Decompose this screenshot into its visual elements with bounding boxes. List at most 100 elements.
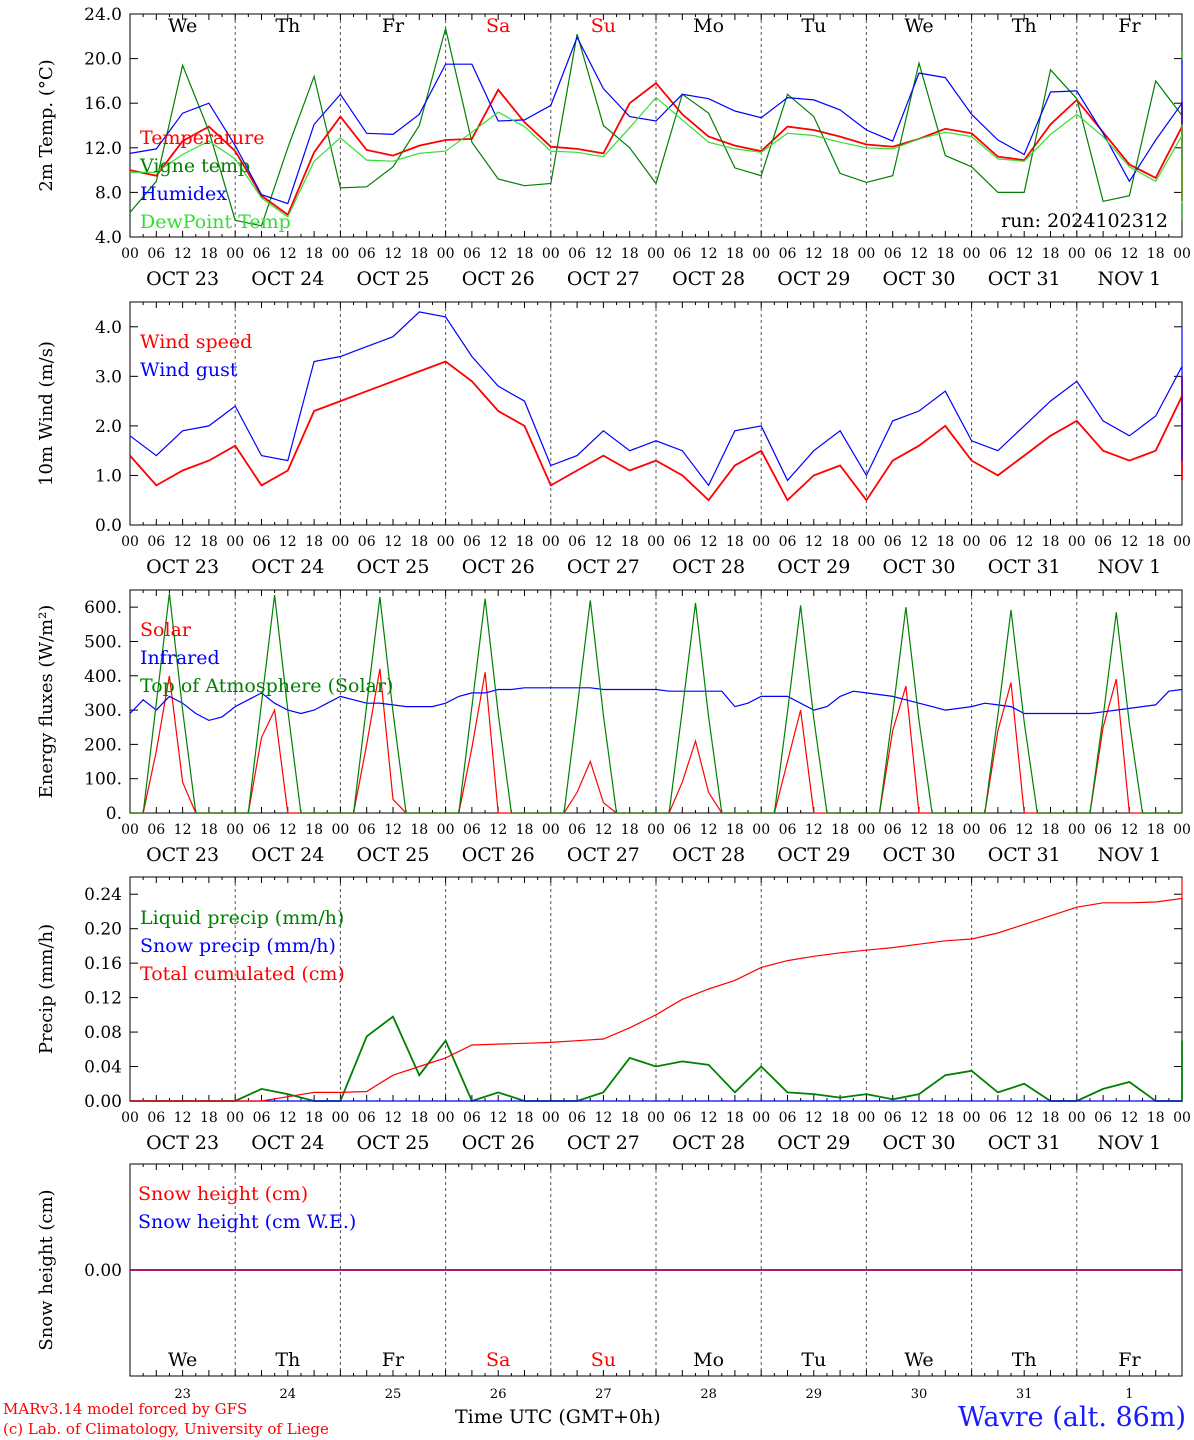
y-tick-label: 0.16 [84,954,122,974]
hour-tick-label: 12 [700,822,718,838]
hour-tick-label: 06 [463,246,481,262]
hour-tick-label: 00 [437,534,455,550]
hour-tick-label: 12 [1120,822,1138,838]
hour-tick-label: 00 [226,246,244,262]
hour-tick-label: 12 [910,534,928,550]
legend-entry: Snow height (cm W.E.) [138,1211,356,1233]
y-tick-label: 12.0 [84,139,122,159]
hour-tick-label: 06 [989,246,1007,262]
hour-tick-label: 12 [1120,246,1138,262]
legend-entry: Wind speed [140,331,252,353]
hour-tick-label: 06 [147,1110,165,1126]
hour-tick-label: 12 [384,534,402,550]
hour-tick-label: 12 [910,822,928,838]
hour-tick-label: 18 [1042,1110,1060,1126]
date-label: OCT 29 [777,556,850,578]
hour-tick-label: 12 [279,246,297,262]
y-tick-label: 4.0 [95,318,122,338]
hour-tick-label: 06 [253,246,271,262]
hour-tick-label: 12 [700,1110,718,1126]
date-label: OCT 31 [988,1132,1061,1154]
hour-tick-label: 12 [1120,534,1138,550]
station-label: Wavre (alt. 86m) [958,1402,1186,1433]
hour-tick-label: 00 [331,246,349,262]
hour-tick-label: 18 [1147,822,1165,838]
hour-tick-label: 00 [331,1110,349,1126]
y-tick-label: 300. [84,701,122,721]
weekday-label: Th [275,15,300,37]
date-label: OCT 26 [462,1132,535,1154]
y-tick-label: 100. [84,770,122,790]
y-tick-label: 2.0 [95,417,122,437]
date-number: 25 [385,1387,402,1402]
hour-tick-label: 12 [594,246,612,262]
hour-tick-label: 06 [358,822,376,838]
date-label: OCT 26 [462,556,535,578]
date-label: OCT 23 [146,1132,219,1154]
hour-tick-label: 12 [384,246,402,262]
date-label: OCT 31 [988,556,1061,578]
hour-tick-label: 06 [463,822,481,838]
hour-tick-label: 12 [279,822,297,838]
panel-4 [129,876,1183,1103]
date-label: OCT 27 [567,268,640,290]
plot-frame [129,301,1183,526]
hour-tick-label: 12 [594,822,612,838]
hour-tick-label: 18 [936,534,954,550]
legend-entry: Humidex [140,183,227,205]
date-label: OCT 23 [146,844,219,866]
hour-tick-label: 06 [989,822,1007,838]
hour-tick-label: 00 [963,246,981,262]
hour-tick-label: 18 [410,822,428,838]
legend-entry: Temperature [140,127,264,149]
hour-tick-label: 12 [1120,1110,1138,1126]
date-label: OCT 31 [988,268,1061,290]
lab-credit: (c) Lab. of Climatology, University of L… [3,1420,329,1438]
y-tick-label: 16.0 [84,94,122,114]
hour-tick-label: 12 [174,1110,192,1126]
hour-tick-label: 18 [200,822,218,838]
date-label: OCT 24 [251,556,324,578]
date-label: OCT 31 [988,844,1061,866]
hour-tick-label: 12 [805,534,823,550]
date-label: OCT 30 [882,1132,955,1154]
hour-tick-label: 18 [936,1110,954,1126]
date-label: OCT 29 [777,844,850,866]
hour-tick-label: 12 [279,1110,297,1126]
hour-tick-label: 12 [489,1110,507,1126]
hour-tick-label: 00 [857,1110,875,1126]
hour-tick-label: 12 [700,246,718,262]
y-tick-label: 24.0 [84,5,122,25]
legend-entry: Top of Atmosphere (Solar) [140,675,393,697]
hour-tick-label: 12 [489,246,507,262]
date-label: NOV 1 [1098,844,1162,866]
y-axis-title: Snow height (cm) [36,1189,57,1350]
legend-entry: Total cumulated (cm) [140,963,345,985]
panel-1 [129,13,1183,238]
series-line [130,593,1182,814]
y-tick-label: 4.0 [95,228,122,248]
series-line [130,1015,1183,1103]
hour-tick-label: 12 [174,246,192,262]
hour-tick-label: 06 [147,822,165,838]
hour-tick-label: 18 [621,246,639,262]
y-tick-label: 0.00 [84,1092,122,1112]
hour-tick-label: 00 [226,822,244,838]
date-label: NOV 1 [1098,556,1162,578]
y-tick-label: 0. [106,804,122,824]
x-axis-title: Time UTC (GMT+0h) [455,1406,661,1428]
hour-tick-label: 18 [831,534,849,550]
hour-tick-label: 18 [726,822,744,838]
hour-tick-label: 00 [542,246,560,262]
hour-tick-label: 18 [410,1110,428,1126]
weekday-label: Sa [486,15,510,37]
date-label: OCT 28 [672,1132,745,1154]
hour-tick-label: 00 [752,822,770,838]
hour-tick-label: 18 [1147,1110,1165,1126]
date-number: 30 [911,1387,928,1402]
hour-tick-label: 12 [489,822,507,838]
series-line [129,35,1183,205]
date-number: 31 [1016,1387,1033,1402]
hour-tick-label: 18 [200,246,218,262]
hour-tick-label: 12 [805,246,823,262]
